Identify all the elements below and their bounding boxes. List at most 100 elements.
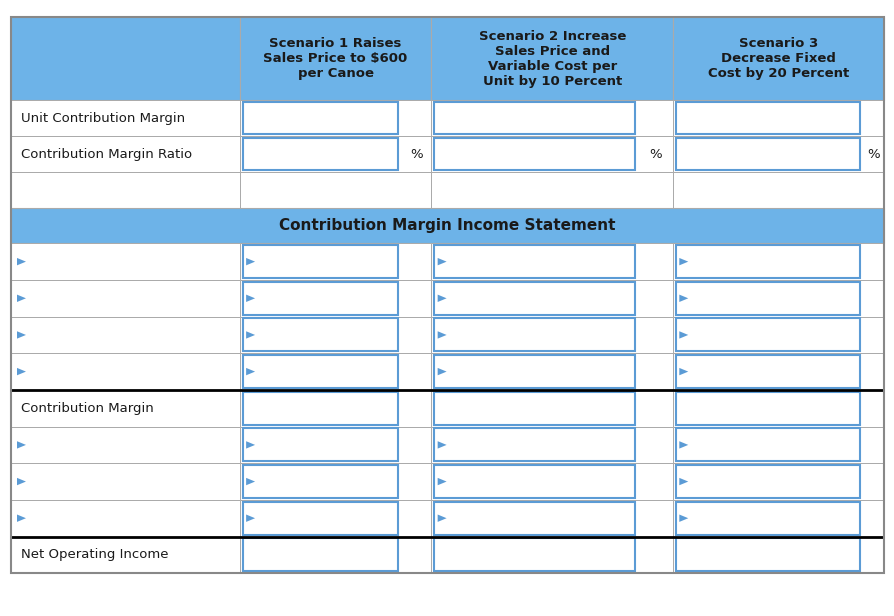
Bar (675, 392, 859, 425)
Bar (675, 282, 859, 315)
Bar (431, 243, 672, 280)
Bar (431, 172, 672, 208)
Bar (11, 390, 240, 427)
Bar (431, 390, 672, 427)
Bar (675, 465, 859, 498)
Bar (434, 245, 634, 278)
Bar (675, 355, 859, 388)
Bar (11, 354, 240, 390)
Text: Contribution Margin Ratio: Contribution Margin Ratio (21, 147, 192, 161)
Bar (240, 463, 431, 500)
Bar (242, 138, 398, 170)
Bar (672, 427, 883, 463)
Text: %: % (409, 147, 422, 161)
Bar (240, 100, 431, 136)
Bar (672, 136, 883, 172)
Polygon shape (679, 294, 687, 302)
Bar (11, 280, 240, 317)
Bar (434, 318, 634, 352)
Bar (672, 172, 883, 208)
Bar (675, 102, 859, 134)
Polygon shape (17, 441, 26, 448)
Bar (11, 100, 240, 136)
Bar (434, 502, 634, 535)
Polygon shape (437, 331, 446, 339)
Polygon shape (246, 478, 255, 485)
Polygon shape (17, 294, 26, 302)
Bar (675, 245, 859, 278)
Bar (240, 317, 431, 354)
Bar (431, 463, 672, 500)
Bar (240, 500, 431, 537)
Polygon shape (679, 258, 687, 265)
Bar (675, 318, 859, 352)
Polygon shape (17, 258, 26, 265)
Bar (672, 390, 883, 427)
Bar (11, 537, 240, 573)
Bar (431, 500, 672, 537)
Bar (672, 317, 883, 354)
Bar (434, 282, 634, 315)
Bar (242, 102, 398, 134)
Bar (242, 245, 398, 278)
Bar (11, 17, 240, 100)
Polygon shape (17, 478, 26, 485)
Bar (242, 318, 398, 352)
Polygon shape (437, 441, 446, 448)
Text: %: % (648, 147, 661, 161)
Bar (434, 392, 634, 425)
Bar (11, 243, 240, 280)
Text: Net Operating Income: Net Operating Income (21, 548, 169, 561)
Bar (11, 172, 240, 208)
Bar (675, 502, 859, 535)
Text: %: % (866, 147, 879, 161)
Polygon shape (17, 331, 26, 339)
Bar (434, 138, 634, 170)
Polygon shape (437, 258, 446, 265)
Polygon shape (437, 368, 446, 375)
Text: Contribution Margin Income Statement: Contribution Margin Income Statement (279, 218, 615, 233)
Bar (11, 500, 240, 537)
Bar (11, 463, 240, 500)
Bar (672, 243, 883, 280)
Bar (240, 537, 431, 573)
Text: Scenario 3
Decrease Fixed
Cost by 20 Percent: Scenario 3 Decrease Fixed Cost by 20 Per… (707, 38, 848, 80)
Bar (672, 500, 883, 537)
Bar (242, 429, 398, 461)
Polygon shape (437, 478, 446, 485)
Bar (431, 280, 672, 317)
Bar (240, 136, 431, 172)
Polygon shape (437, 514, 446, 522)
Text: Scenario 1 Raises
Sales Price to $600
per Canoe: Scenario 1 Raises Sales Price to $600 pe… (263, 38, 408, 80)
Bar (242, 538, 398, 572)
Bar (675, 538, 859, 572)
Bar (431, 100, 672, 136)
Bar (431, 317, 672, 354)
Bar (434, 538, 634, 572)
Bar (240, 390, 431, 427)
Bar (242, 392, 398, 425)
Bar (242, 282, 398, 315)
Text: Unit Contribution Margin: Unit Contribution Margin (21, 111, 185, 125)
Bar (434, 102, 634, 134)
Text: Contribution Margin: Contribution Margin (21, 402, 154, 415)
Bar (242, 465, 398, 498)
Bar (431, 427, 672, 463)
Polygon shape (246, 294, 255, 302)
Bar (672, 537, 883, 573)
Bar (431, 537, 672, 573)
Bar (431, 354, 672, 390)
Polygon shape (679, 368, 687, 375)
Polygon shape (679, 441, 687, 448)
Polygon shape (17, 368, 26, 375)
Bar (240, 17, 431, 100)
Bar (11, 317, 240, 354)
Bar (672, 354, 883, 390)
Bar (240, 172, 431, 208)
Polygon shape (679, 478, 687, 485)
Polygon shape (679, 514, 687, 522)
Bar (242, 502, 398, 535)
Bar (434, 465, 634, 498)
Bar (431, 17, 672, 100)
Bar (434, 355, 634, 388)
